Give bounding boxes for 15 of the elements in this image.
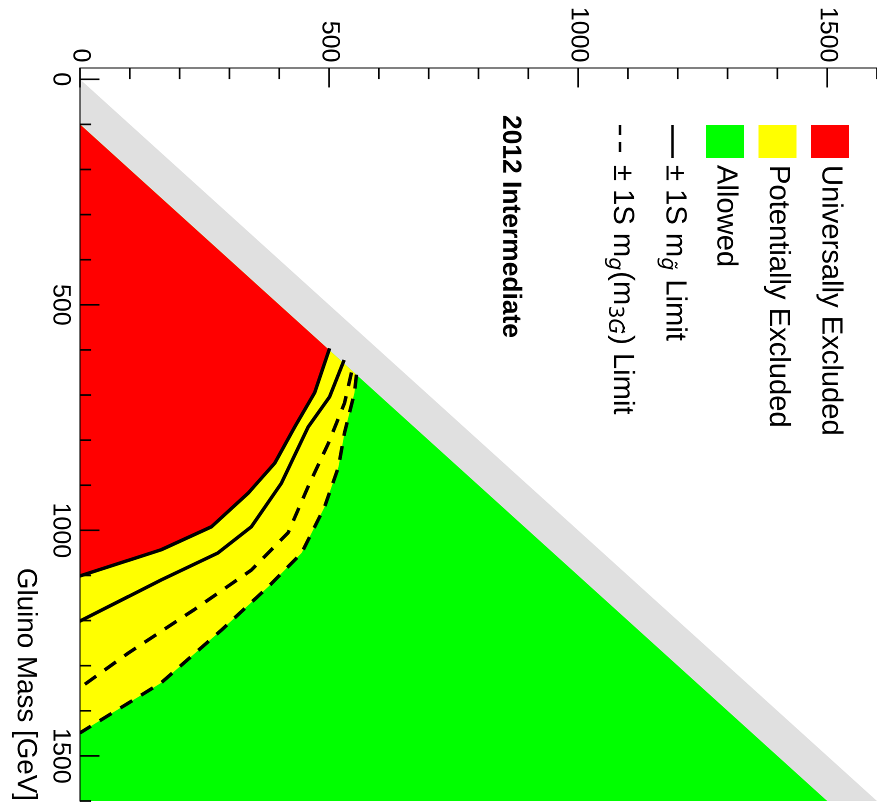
y-tick-label: 500 — [53, 284, 72, 325]
annotation: 2012 Intermediate — [502, 116, 522, 338]
legend-label: ± 1S m$_{g}$(m$_{3G̃}$) Limit — [605, 166, 636, 414]
y-axis-title: Gluino Mass [GeV] — [12, 569, 38, 800]
legend-label: Allowed — [717, 165, 739, 266]
legend-label: Universally Excluded — [816, 167, 844, 434]
legend-label: ± 1S m$_{g̃}$ Limit — [658, 166, 688, 341]
x-tick-label: 500 — [322, 22, 340, 62]
y-tick-label: 1500 — [53, 730, 72, 783]
y-tick-label: 1000 — [53, 504, 72, 558]
x-tick-label: 0 — [73, 50, 91, 62]
x-tick-label: 1500 — [820, 8, 838, 62]
y-tick-label: 0 — [53, 73, 72, 86]
x-tick-label: 1000 — [571, 8, 590, 62]
legend-label: Potentially Excluded — [764, 167, 792, 426]
